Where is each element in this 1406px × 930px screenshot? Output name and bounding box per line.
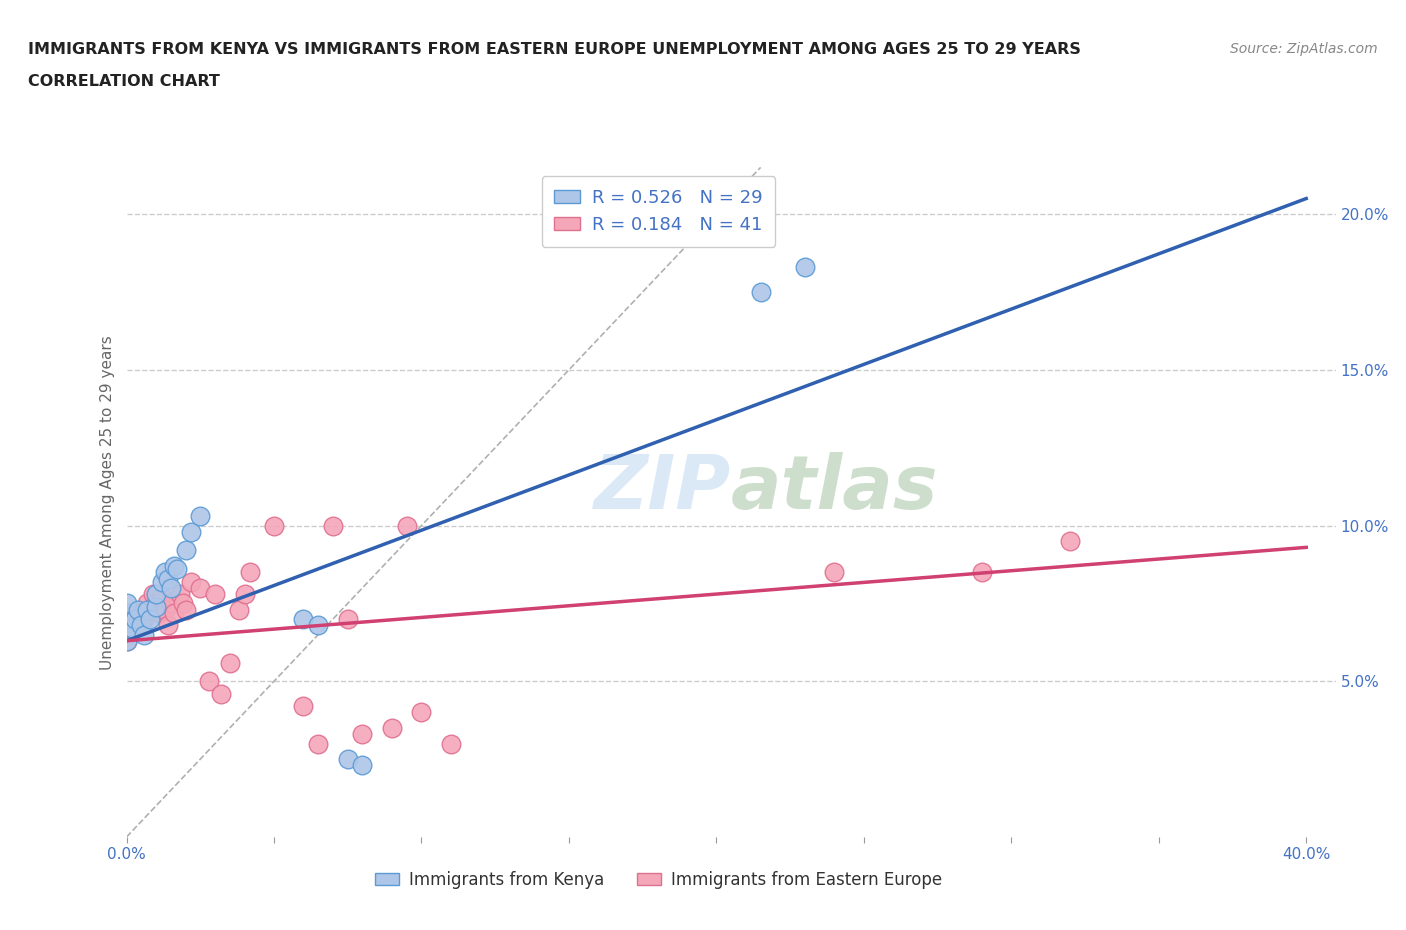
Point [145, 599, 167, 614]
Point [127, 605, 149, 620]
Point [180, 574, 202, 589]
Point [336, 612, 359, 627]
Point [121, 621, 143, 636]
Point [749, 285, 772, 299]
Point [139, 612, 162, 627]
Point [440, 737, 463, 751]
Point [115, 633, 138, 648]
Point [145, 596, 167, 611]
Point [136, 603, 159, 618]
Point [823, 565, 845, 579]
Point [127, 603, 149, 618]
Point [134, 627, 156, 642]
Text: IMMIGRANTS FROM KENYA VS IMMIGRANTS FROM EASTERN EUROPE UNEMPLOYMENT AMONG AGES : IMMIGRANTS FROM KENYA VS IMMIGRANTS FROM… [28, 42, 1081, 57]
Point [159, 596, 181, 611]
Point [166, 562, 188, 577]
Point [169, 587, 191, 602]
Text: atlas: atlas [731, 452, 939, 525]
Point [115, 596, 138, 611]
Point [198, 674, 221, 689]
Point [174, 603, 197, 618]
Point [336, 751, 359, 766]
Point [292, 612, 315, 627]
Point [115, 612, 138, 627]
Point [124, 621, 146, 636]
Point [307, 618, 329, 632]
Point [180, 525, 202, 539]
Point [148, 605, 170, 620]
Point [395, 518, 418, 533]
Point [239, 565, 262, 579]
Point [793, 259, 815, 274]
Point [139, 603, 162, 618]
Text: Source: ZipAtlas.com: Source: ZipAtlas.com [1230, 42, 1378, 56]
Text: CORRELATION CHART: CORRELATION CHART [28, 74, 219, 89]
Point [115, 605, 138, 620]
Point [129, 618, 152, 632]
Point [115, 605, 138, 620]
Point [153, 565, 176, 579]
Point [136, 596, 159, 611]
Point [115, 618, 138, 632]
Point [156, 571, 179, 586]
Point [204, 587, 226, 602]
Point [233, 587, 256, 602]
Point [307, 737, 329, 751]
Point [150, 574, 173, 589]
Point [188, 509, 211, 524]
Point [970, 565, 993, 579]
Point [411, 705, 433, 720]
Point [163, 559, 186, 574]
Point [228, 603, 250, 618]
Point [322, 518, 344, 533]
Point [174, 543, 197, 558]
Point [153, 603, 176, 618]
Point [292, 698, 315, 713]
Point [218, 655, 240, 670]
Point [263, 518, 285, 533]
Point [145, 587, 167, 602]
Point [159, 580, 181, 595]
Point [1059, 534, 1081, 549]
Point [163, 605, 186, 620]
Point [150, 590, 173, 604]
Text: ZIP: ZIP [593, 452, 731, 525]
Point [172, 596, 194, 611]
Y-axis label: Unemployment Among Ages 25 to 29 years: Unemployment Among Ages 25 to 29 years [100, 335, 115, 670]
Point [209, 686, 232, 701]
Legend: Immigrants from Kenya, Immigrants from Eastern Europe: Immigrants from Kenya, Immigrants from E… [368, 864, 949, 896]
Point [352, 758, 374, 773]
Point [115, 633, 138, 648]
Point [124, 612, 146, 627]
Point [115, 621, 138, 636]
Point [134, 612, 156, 627]
Point [156, 618, 179, 632]
Point [142, 587, 165, 602]
Point [352, 726, 374, 741]
Point [188, 580, 211, 595]
Point [381, 721, 404, 736]
